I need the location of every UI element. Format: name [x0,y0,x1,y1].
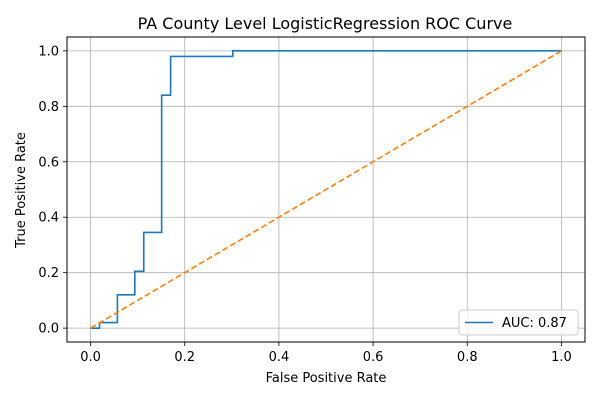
legend: AUC: 0.87 [458,309,579,336]
legend-box [458,309,579,336]
plot-frame [66,36,586,343]
x-tick-label: 0.2 [174,350,195,365]
y-axis-label: True Positive Rate [14,132,29,249]
roc-curve-line [90,50,562,329]
y-tick-label: 1.0 [38,44,59,59]
y-tick-label: 0.2 [38,266,59,281]
chance-diagonal-line [90,50,562,329]
x-tick-label: 1.0 [551,350,572,365]
series-layer [90,50,562,329]
y-tick-label: 0.4 [38,211,59,226]
y-tick-label: 0.8 [38,100,59,115]
legend-label: AUC: 0.87 [502,316,567,331]
y-tick-label: 0.0 [38,322,59,337]
x-tick-label: 0.0 [80,350,101,365]
chart-title: PA County Level LogisticRegression ROC C… [138,14,513,33]
grid [67,37,585,342]
y-axis-ticks: 0.0 0.2 0.4 0.6 0.8 1.0 [38,44,67,337]
x-tick-label: 0.4 [269,350,290,365]
x-axis-ticks: 0.0 0.2 0.4 0.6 0.8 1.0 [80,342,572,365]
y-tick-label: 0.6 [38,155,59,170]
x-tick-label: 0.8 [457,350,478,365]
x-axis-label: False Positive Rate [266,371,387,386]
x-tick-label: 0.6 [363,350,384,365]
